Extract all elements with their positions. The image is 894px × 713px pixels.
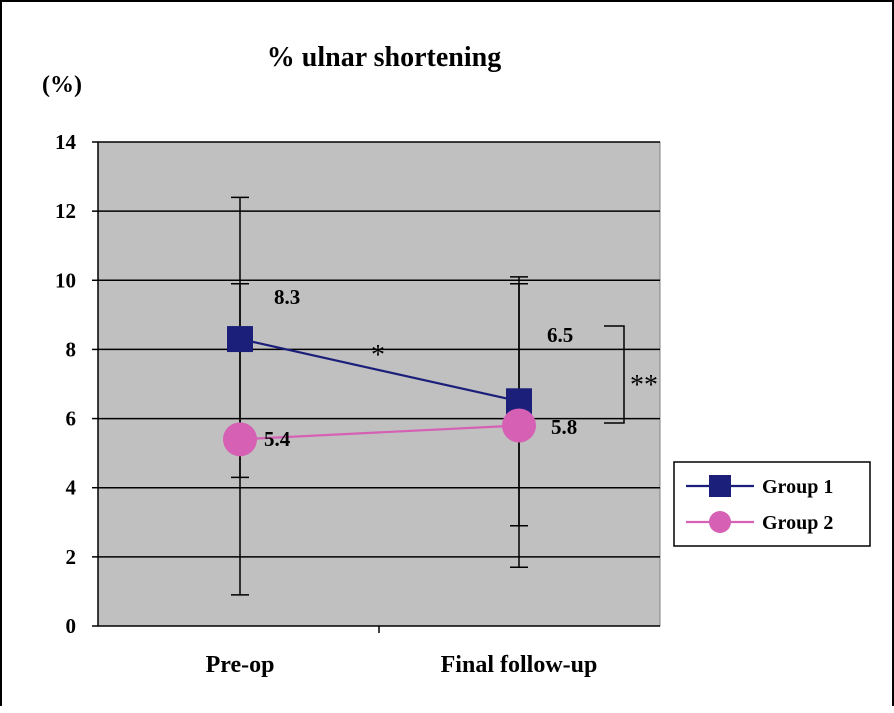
significance-bracket [604,325,625,424]
plot-background [97,141,661,627]
x-category-label: Pre-op [206,652,275,678]
y-tick-label: 4 [66,476,77,500]
y-tick-label: 12 [55,199,76,223]
y-tick-label: 6 [66,407,77,431]
y-tick-label: 14 [55,130,77,154]
y-axis-unit-label: (%) [42,72,82,98]
legend-swatch-marker [709,475,731,497]
legend-swatch-marker [709,511,731,533]
chart-title: % ulnar shortening [267,42,501,73]
data-label: 5.8 [551,415,577,439]
data-point [227,326,253,353]
significance-marker: ** [630,370,658,401]
y-tick-label: 10 [55,268,76,292]
x-category-label: Final follow-up [441,652,598,678]
legend-entry-label: Group 1 [762,476,833,498]
data-label: 8.3 [274,285,300,309]
series-line [239,337,520,403]
y-tick-label: 0 [66,614,77,638]
significance-marker: * [371,340,385,371]
data-point [502,408,536,443]
data-label: 5.4 [264,427,291,451]
series-line [239,424,520,441]
legend: Group 1 Group 2 [673,461,871,547]
y-tick-label: 2 [66,545,77,569]
data-label: 6.5 [547,323,573,347]
legend-box [673,461,871,547]
plot-area: 0 2 4 6 8 10 12 14 Pre-op Final follow-up 8.3 6.5 5.… [55,130,661,678]
y-tick-label: 8 [66,337,77,361]
data-point [223,422,257,457]
legend-entry-label: Group 2 [762,512,833,534]
